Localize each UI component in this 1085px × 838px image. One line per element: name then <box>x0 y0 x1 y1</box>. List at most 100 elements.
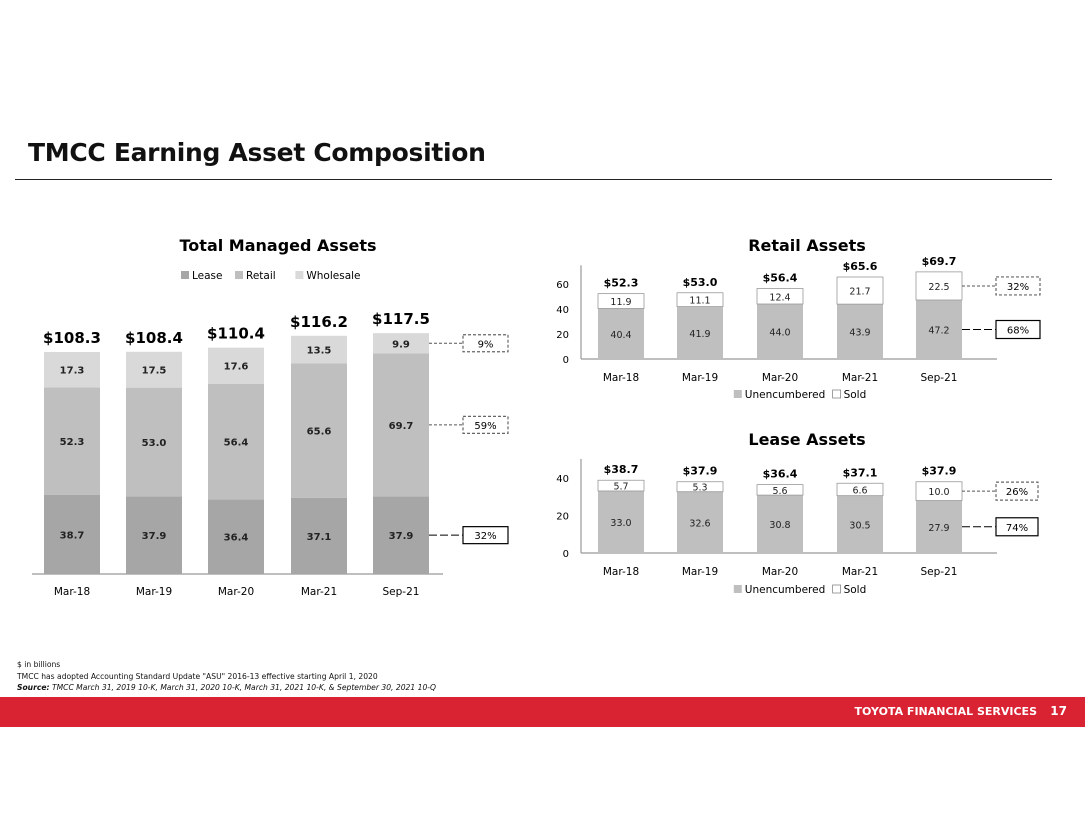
retail-assets-callout-box <box>995 276 1041 296</box>
lease-assets-bar-sold <box>756 484 804 496</box>
total-managed-assets-legend-label: Lease <box>192 270 223 282</box>
total-managed-assets-bar-wholesale <box>126 351 182 388</box>
retail-assets-data-label: 21.7 <box>849 287 870 298</box>
total-managed-assets-data-label: 38.7 <box>60 530 85 541</box>
lease-assets-y-tick: 40 <box>556 474 569 485</box>
retail-assets-bar-sold <box>756 288 804 305</box>
retail-assets-x-tick: Mar-18 <box>603 372 639 384</box>
lease-assets-callout-box <box>995 481 1039 501</box>
retail-assets-data-label: 47.2 <box>928 326 949 337</box>
total-managed-assets-total-label: $108.4 <box>125 329 183 347</box>
lease-assets-data-label: 5.6 <box>772 486 787 497</box>
retail-assets-data-label: 22.5 <box>928 282 949 293</box>
total-managed-assets-title: Total Managed Assets <box>180 236 377 255</box>
total-managed-assets-data-label: 17.3 <box>60 366 85 377</box>
lease-assets-bar-unencumbered <box>837 495 883 553</box>
lease-assets-bar-unencumbered <box>677 491 723 553</box>
retail-assets-y-tick: 60 <box>556 280 569 291</box>
total-managed-assets-legend-swatch-lease <box>181 271 189 279</box>
total-managed-assets-total-label: $117.5 <box>372 310 430 328</box>
lease-assets-callout-box <box>995 517 1039 537</box>
lease-assets-total-label: $37.9 <box>683 465 718 478</box>
total-managed-assets-bar-retail <box>126 387 182 497</box>
charts-canvas: Total Managed Assets 38.7 52.3 17.3 $108.3 Ma… <box>32 236 1041 598</box>
retail-assets-data-label: 11.1 <box>689 296 710 307</box>
total-managed-assets-data-label: 37.9 <box>389 531 414 542</box>
retail-assets-data-label: 44.0 <box>769 328 790 339</box>
retail-assets-legend-swatch-sold <box>832 389 841 399</box>
retail-assets-data-label: 41.9 <box>689 329 710 340</box>
total-managed-assets-data-label: 52.3 <box>60 437 85 448</box>
lease-assets-data-label: 6.6 <box>852 485 867 496</box>
total-managed-assets-data-label: 17.6 <box>224 362 249 373</box>
retail-assets-data-label: 12.4 <box>769 292 790 303</box>
retail-assets-data-label: 11.9 <box>610 297 631 308</box>
lease-assets-total-label: $37.9 <box>922 465 957 478</box>
retail-assets-x-tick: Mar-20 <box>762 372 798 384</box>
retail-assets-x-tick: Mar-21 <box>842 372 878 384</box>
total-managed-assets-x-tick: Mar-21 <box>301 586 337 598</box>
lease-assets-data-label: 32.6 <box>689 518 710 529</box>
retail-assets-bar-sold <box>597 293 645 309</box>
retail-assets-total-label: $56.4 <box>763 272 798 285</box>
footer-bar: TOYOTA FINANCIAL SERVICES 17 <box>0 697 1085 727</box>
total-managed-assets-x-tick: Mar-19 <box>136 586 172 598</box>
lease-assets-x-tick: Sep-21 <box>921 566 958 578</box>
total-managed-assets-bar-lease <box>44 494 100 574</box>
retail-assets-total-label: $69.7 <box>922 255 957 268</box>
retail-assets-bar-sold <box>836 276 884 305</box>
lease-assets-data-label: 33.0 <box>610 518 631 529</box>
lease-assets-total-label: $37.1 <box>843 466 878 479</box>
lease-assets-callout-percent: 74% <box>1006 523 1028 534</box>
lease-assets-x-tick: Mar-18 <box>603 566 639 578</box>
total-managed-assets-legend-label: Wholesale <box>306 270 360 282</box>
total-managed-assets-bar-wholesale <box>291 335 347 364</box>
retail-assets-callout-percent: 32% <box>1007 282 1029 293</box>
lease-assets-bar-sold <box>597 479 645 492</box>
retail-assets-title: Retail Assets <box>748 236 866 255</box>
retail-assets-x-tick: Mar-19 <box>682 372 718 384</box>
total-managed-assets-legend-swatch-retail <box>235 271 243 279</box>
page-number: 17 <box>1050 704 1067 718</box>
total-managed-assets-legend-swatch-wholesale <box>295 271 304 279</box>
total-managed-assets-callout-percent: 9% <box>478 339 494 350</box>
lease-assets-x-tick: Mar-19 <box>682 566 718 578</box>
total-managed-assets-data-label: 37.9 <box>142 531 167 542</box>
total-managed-assets-data-label: 37.1 <box>307 532 332 543</box>
lease-assets-data-label: 10.0 <box>928 487 949 498</box>
retail-assets-data-label: 40.4 <box>610 330 631 341</box>
footnotes: $ in billions TMCC has adopted Accountin… <box>17 659 436 694</box>
total-managed-assets-bar-wholesale <box>208 347 264 384</box>
retail-assets-data-label: 43.9 <box>849 328 870 339</box>
total-managed-assets-data-label: 65.6 <box>307 427 332 438</box>
source-label: Source: <box>17 683 50 692</box>
lease-assets-data-label: 30.5 <box>849 520 870 531</box>
total-managed-assets-data-label: 56.4 <box>224 438 249 449</box>
lease-assets-title: Lease Assets <box>748 430 865 449</box>
retail-assets-legend-swatch-unencumbered <box>733 390 742 398</box>
lease-assets-bar-sold <box>836 482 884 497</box>
total-managed-assets-bar-wholesale <box>44 351 100 388</box>
total-managed-assets-bar-lease <box>291 497 347 574</box>
footer-brand: TOYOTA FINANCIAL SERVICES <box>854 705 1037 718</box>
title-divider <box>15 179 1052 180</box>
retail-assets-total-label: $53.0 <box>683 276 718 289</box>
retail-assets-y-tick: 0 <box>563 355 569 366</box>
retail-assets-bar-unencumbered <box>757 304 803 359</box>
lease-assets-legend-swatch-sold <box>832 584 841 594</box>
asu-note: TMCC has adopted Accounting Standard Upd… <box>17 671 378 681</box>
total-managed-assets-x-tick: Mar-18 <box>54 586 90 598</box>
lease-assets-legend-swatch-unencumbered <box>733 585 742 593</box>
lease-assets-bar-unencumbered <box>757 495 803 553</box>
lease-assets-callout-percent: 26% <box>1006 487 1028 498</box>
retail-assets-bar-unencumbered <box>916 300 962 359</box>
total-managed-assets-data-label: 36.4 <box>224 533 249 544</box>
lease-assets-total-label: $38.7 <box>604 463 639 476</box>
total-managed-assets-legend-label: Retail <box>246 270 276 282</box>
retail-assets-legend-label: Unencumbered <box>745 389 825 401</box>
lease-assets-data-label: 5.7 <box>613 482 628 493</box>
lease-assets-x-tick: Mar-20 <box>762 566 798 578</box>
total-managed-assets-bar-retail <box>208 383 264 500</box>
retail-assets-x-tick: Sep-21 <box>921 372 958 384</box>
total-managed-assets-callout-box <box>462 334 509 353</box>
